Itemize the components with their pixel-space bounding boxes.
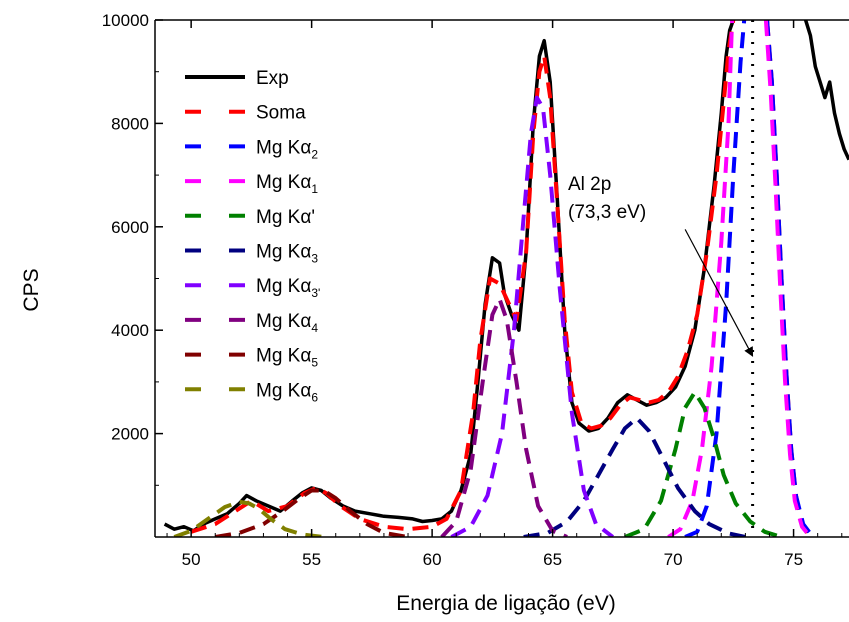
y-tick-label: 4000 <box>111 321 149 340</box>
ticks: 50 55 60 65 70 75 2000 4000 6000 8000 10000 <box>102 11 843 569</box>
x-axis-title: Energia de ligação (eV) <box>396 592 615 615</box>
annotation-line1: Al 2p <box>568 174 611 195</box>
legend-label-mg-k-: Mg Kα' <box>256 207 315 228</box>
x-tick-label: 65 <box>543 550 562 569</box>
y-tick-label: 10000 <box>102 11 149 30</box>
y-tick-label: 8000 <box>111 114 149 133</box>
series-line-exp <box>163 20 735 533</box>
legend-label-mg-k-5: Mg Kα5 <box>256 346 318 370</box>
series-layer <box>163 20 849 537</box>
series-line-mg-k-3 <box>523 416 746 537</box>
x-tick-label: 70 <box>664 550 683 569</box>
annotation-line2: (73,3 eV) <box>568 202 646 223</box>
legend-label-mg-k-4: Mg Kα4 <box>256 311 318 335</box>
series-line-mg-k-6 <box>173 499 324 537</box>
y-tick-label: 2000 <box>111 425 149 444</box>
series-line-exp-tail <box>803 20 849 161</box>
legend-label-mg-k-6: Mg Kα6 <box>256 380 318 404</box>
x-tick-label: 55 <box>302 550 321 569</box>
annotation-arrow <box>684 229 754 357</box>
legend-label-mg-k-2: Mg Kα2 <box>256 137 318 161</box>
series-line-mg-k-5 <box>214 488 409 537</box>
y-tick-label: 6000 <box>111 218 149 237</box>
x-tick-label: 50 <box>182 550 201 569</box>
series-line-mg-k-3- <box>450 95 615 537</box>
series-line-mg-k-2 <box>684 20 747 537</box>
legend: Exp Soma Mg Kα2 Mg Kα1 Mg Kα' Mg Kα3 Mg Kα3' Mg… <box>185 68 320 404</box>
series-line-mg-k-4 <box>440 297 568 537</box>
al2p-annotation: Al 2p (73,3 eV) <box>568 174 754 357</box>
x-tick-label: 60 <box>423 550 442 569</box>
series-line-mg-k-1 <box>667 20 735 537</box>
x-tick-label: 75 <box>784 550 803 569</box>
series-line-mg-k-1-tail <box>763 20 812 537</box>
legend-label-soma: Soma <box>256 103 306 124</box>
series-line-mg-k- <box>624 390 783 537</box>
legend-label-mg-k-3-: Mg Kα3' <box>256 276 320 300</box>
legend-label-mg-k-1: Mg Kα1 <box>256 172 318 196</box>
legend-label-exp: Exp <box>256 68 289 89</box>
y-axis-title: CPS <box>20 268 43 311</box>
legend-label-mg-k-3: Mg Kα3 <box>256 242 318 266</box>
